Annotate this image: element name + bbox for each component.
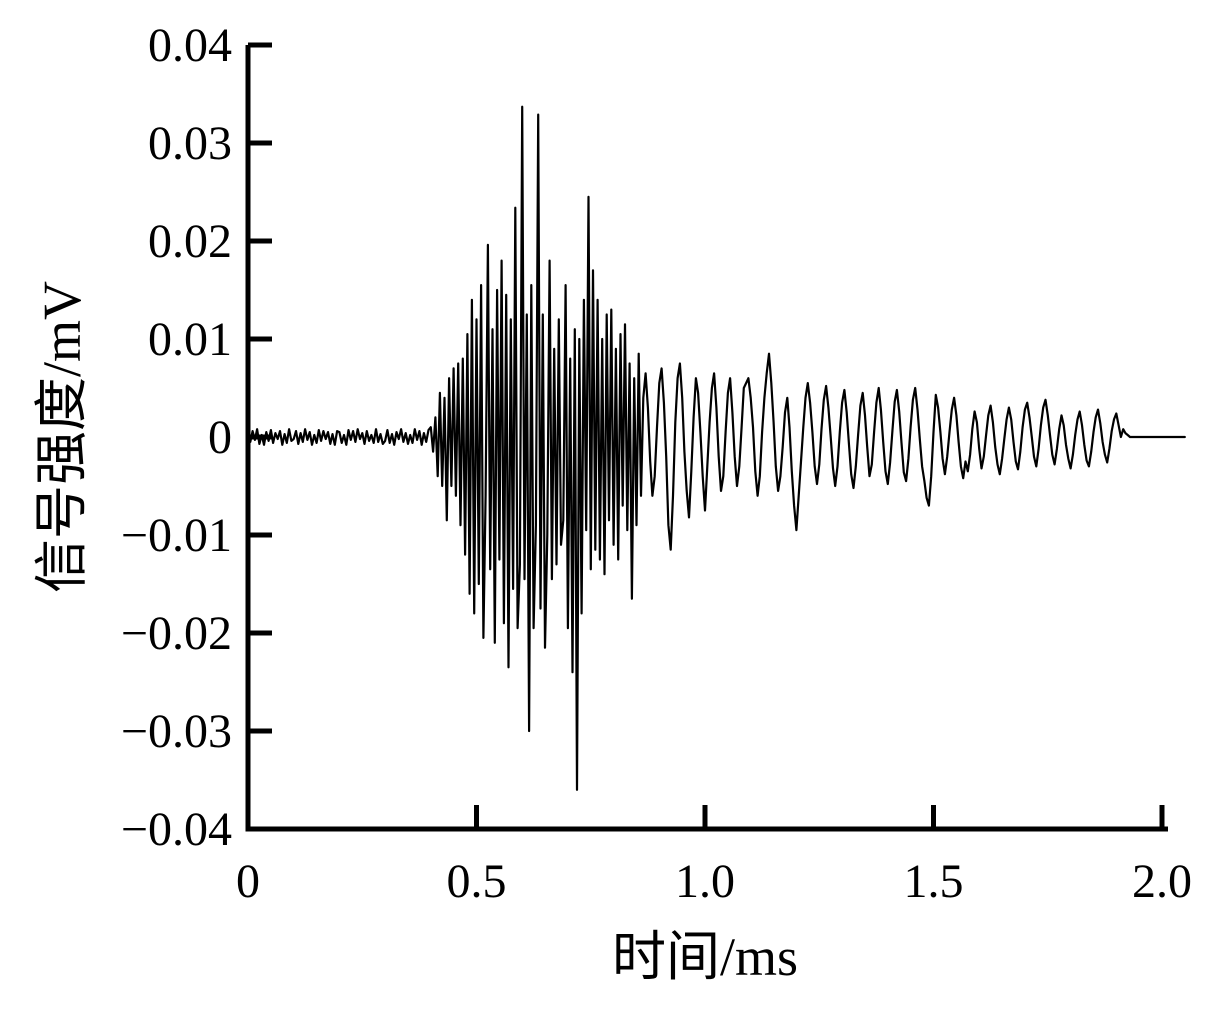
- x-tick-label: 2.0: [1132, 855, 1192, 908]
- axis-tick-labels: 0.040.030.020.010−0.01−0.02−0.03−0.040 0.…: [121, 19, 1192, 908]
- signal-waveform: [246, 105, 1186, 791]
- y-tick-label: −0.01: [121, 509, 232, 562]
- y-tick-label: −0.04: [121, 803, 232, 856]
- y-tick-label: 0.01: [148, 313, 232, 366]
- y-tick-label: 0.04: [148, 19, 232, 72]
- x-tick-label: 0: [236, 855, 260, 908]
- x-tick-label: 1.5: [904, 855, 964, 908]
- x-tick-label: 1.0: [675, 855, 735, 908]
- y-tick-label: 0.03: [148, 117, 232, 170]
- y-axis-title: 信号强度/mV: [32, 281, 92, 593]
- x-axis-title: 时间/ms: [612, 927, 798, 987]
- y-tick-label: −0.03: [121, 705, 232, 758]
- x-tick-label: 0.5: [447, 855, 507, 908]
- y-tick-label: −0.02: [121, 607, 232, 660]
- y-tick-label: 0: [208, 411, 232, 464]
- y-tick-label: 0.02: [148, 215, 232, 268]
